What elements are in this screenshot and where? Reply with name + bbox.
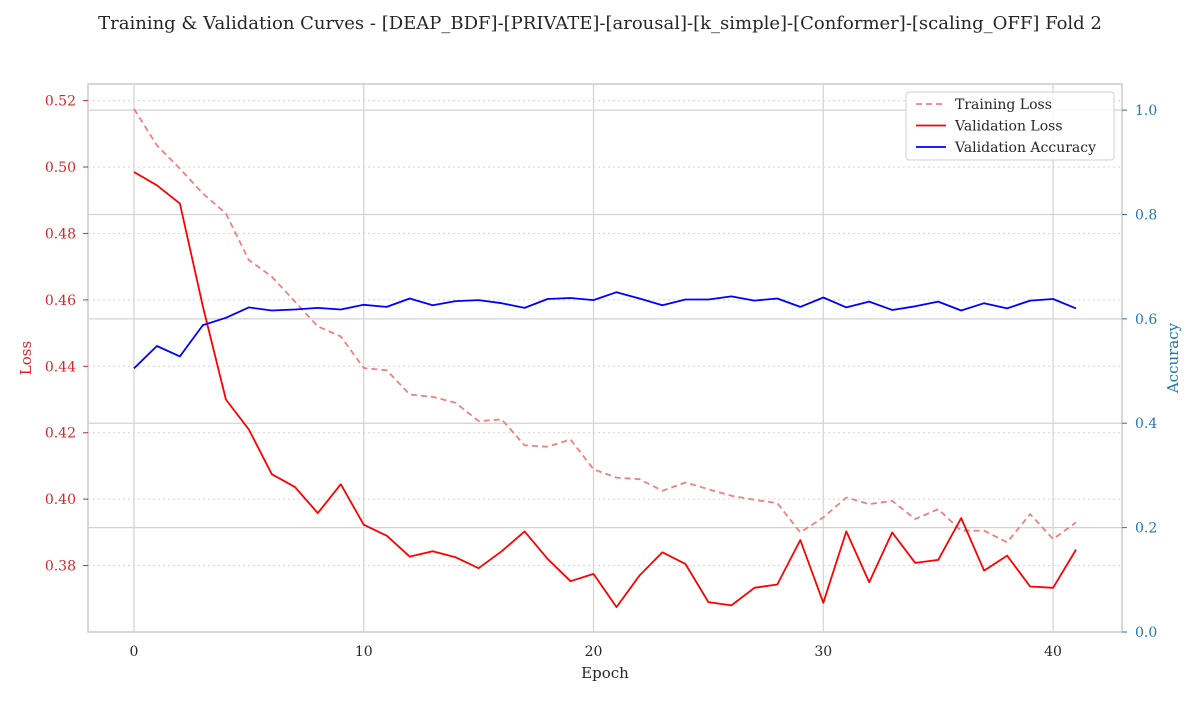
right-tick-label: 0.4 xyxy=(1135,416,1157,432)
right-axis-label: Accuracy xyxy=(1164,322,1182,394)
left-tick-label: 0.40 xyxy=(45,492,76,508)
left-tick-label: 0.50 xyxy=(45,160,76,176)
legend: Training Loss Validation Loss Validation A… xyxy=(905,91,1115,161)
grid-layer xyxy=(88,84,1122,633)
x-tick-label: 10 xyxy=(355,644,373,660)
legend-label: Validation Accuracy xyxy=(954,140,1096,156)
legend-label: Training Loss xyxy=(955,97,1052,113)
validation-accuracy-line xyxy=(133,291,1077,370)
legend-box xyxy=(905,91,1115,161)
axes-layer: 0 10 20 30 40 0.38 0.40 0.42 0.44 0.46 0.48 0.50 0.5… xyxy=(17,94,1182,682)
legend-label: Validation Loss xyxy=(954,119,1063,135)
right-tick-label: 0.8 xyxy=(1135,207,1157,223)
validation-loss-line xyxy=(133,171,1077,608)
left-tick-label: 0.42 xyxy=(45,426,76,442)
right-tick-label: 0.6 xyxy=(1135,312,1157,328)
x-tick-label: 20 xyxy=(585,644,603,660)
chart-title: Training & Validation Curves - [DEAP_BDF… xyxy=(98,13,1102,34)
x-axis-label: Epoch xyxy=(581,664,629,682)
training-loss-line xyxy=(133,108,1077,544)
left-axis-label: Loss xyxy=(17,341,35,375)
x-tick-label: 40 xyxy=(1044,644,1062,660)
x-tick-label: 30 xyxy=(814,644,832,660)
x-tick-label: 0 xyxy=(129,644,138,660)
left-tick-label: 0.38 xyxy=(45,559,76,575)
left-tick-label: 0.52 xyxy=(45,94,76,110)
right-tick-label: 0.2 xyxy=(1135,521,1157,537)
left-tick-label: 0.46 xyxy=(45,293,76,309)
left-tick-label: 0.44 xyxy=(45,359,76,375)
series-layer xyxy=(133,108,1077,608)
right-tick-label: 0.0 xyxy=(1135,625,1157,641)
plot-frame xyxy=(87,83,1123,633)
right-tick-label: 1.0 xyxy=(1135,103,1157,119)
left-tick-label: 0.48 xyxy=(45,226,76,242)
